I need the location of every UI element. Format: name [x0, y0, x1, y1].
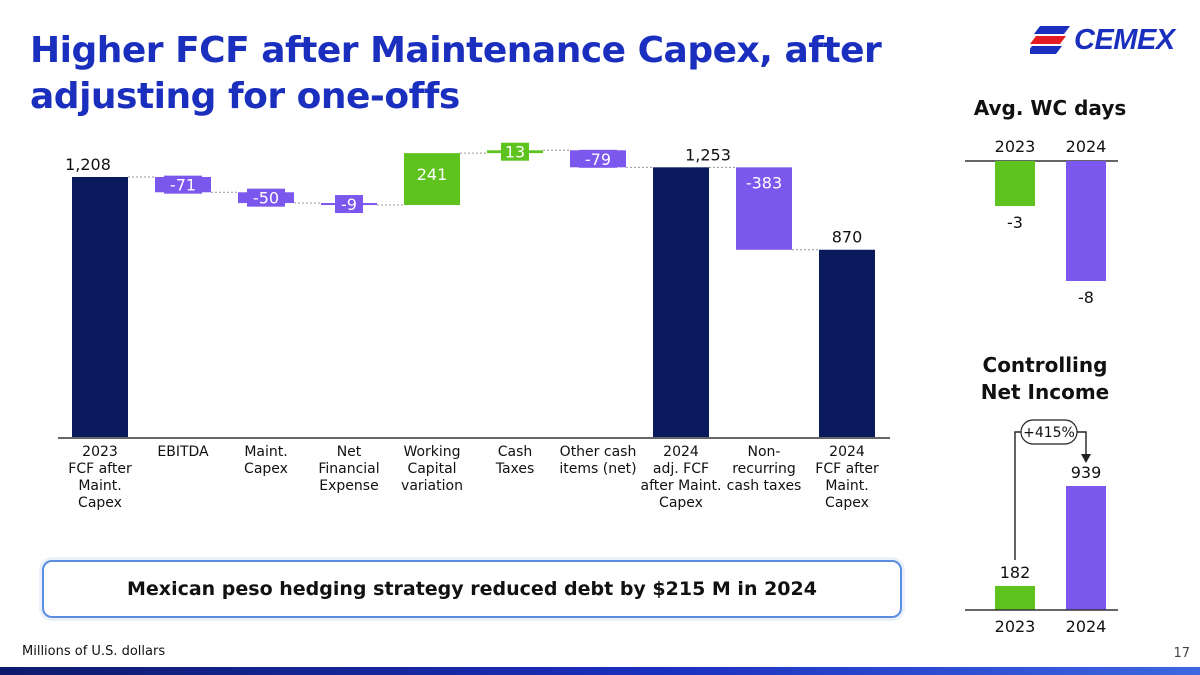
waterfall-value-label-2: -50 — [253, 189, 279, 208]
wc-bar-2024 — [1066, 161, 1106, 281]
waterfall-bar-4 — [404, 153, 460, 205]
hedging-callout: Mexican peso hedging strategy reduced de… — [42, 560, 902, 618]
waterfall-label-bg-5 — [501, 142, 529, 161]
ni-growth-pill — [1020, 419, 1078, 445]
waterfall-category-label: Net Financial Expense — [318, 444, 380, 494]
ni-year-label-2024: 2024 — [1066, 617, 1107, 636]
wc-value-label-2023: -3 — [1007, 213, 1023, 232]
hedging-callout-text: Mexican peso hedging strategy reduced de… — [127, 578, 817, 600]
wc-year-label-2024: 2024 — [1066, 137, 1107, 156]
waterfall-category-label: 2024 FCF after Maint. Capex — [815, 444, 879, 511]
waterfall-category-label: Non- recurring cash taxes — [726, 444, 802, 494]
ni-year-label-2023: 2023 — [995, 617, 1036, 636]
waterfall-value-label-1: -71 — [170, 176, 196, 195]
page-title: Higher FCF after Maintenance Capex, afte… — [30, 30, 882, 117]
waterfall-bar-7 — [653, 167, 709, 437]
waterfall-value-label-5: 13 — [505, 143, 525, 162]
units-footnote: Millions of U.S. dollars — [22, 644, 166, 659]
waterfall-category-label: Working Capital variation — [401, 444, 463, 494]
waterfall-value-label-0: 1,208 — [65, 155, 111, 174]
waterfall-category-label: Cash Taxes — [495, 444, 535, 477]
wc-year-label-2023: 2023 — [995, 137, 1036, 156]
waterfall-value-label-8: -383 — [746, 173, 782, 192]
cemex-logo-icon — [1026, 26, 1070, 54]
ni-growth-arrowhead — [1081, 454, 1091, 463]
wc-value-label-2024: -8 — [1078, 288, 1094, 307]
ni-value-label-2024: 939 — [1071, 463, 1102, 482]
waterfall-chart: 1,208 -71 -50 -9 241 13 -79 1,253 -383 870 — [58, 142, 890, 439]
waterfall-category-label: Other cash items (net) — [559, 444, 637, 477]
footer-gradient-bar — [0, 667, 1200, 675]
waterfall-value-label-9: 870 — [832, 228, 863, 247]
ni-value-label-2023: 182 — [1000, 563, 1031, 582]
net-income-title: Controlling Net Income — [980, 353, 1110, 404]
waterfall-bar-8 — [736, 167, 792, 250]
ni-bar-2024 — [1066, 486, 1106, 610]
waterfall-value-label-6: -79 — [585, 150, 611, 169]
wc-days-chart: -3 2023 -8 2024 — [965, 137, 1118, 307]
page-number: 17 — [1173, 646, 1190, 661]
waterfall-category-label: 2023 FCF after Maint. Capex — [68, 444, 132, 511]
waterfall-label-bg-6 — [579, 149, 617, 168]
waterfall-label-bg-3 — [335, 195, 363, 214]
waterfall-label-bg-1 — [164, 175, 202, 194]
waterfall-value-label-3: -9 — [341, 195, 357, 214]
wc-bar-2023 — [995, 161, 1035, 206]
waterfall-value-label-7: 1,253 — [685, 145, 731, 164]
cemex-logo: CEMEX — [1026, 22, 1190, 62]
wc-days-title: Avg. WC days — [973, 96, 1127, 120]
waterfall-bar-9 — [819, 249, 875, 437]
ni-growth-label: +415% — [1023, 425, 1075, 441]
net-income-chart: 182 2023 939 2024 +415% — [965, 419, 1118, 636]
waterfall-value-label-4: 241 — [417, 165, 448, 184]
waterfall-category-label: EBITDA — [157, 444, 209, 460]
ni-bar-2023 — [995, 585, 1035, 610]
waterfall-label-bg-2 — [247, 188, 285, 207]
logo-wordmark: CEMEX — [1074, 24, 1175, 56]
waterfall-bar-0 — [72, 177, 128, 437]
waterfall-category-label: Maint. Capex — [244, 444, 288, 477]
waterfall-category-label: 2024 adj. FCF after Maint. Capex — [640, 444, 722, 511]
